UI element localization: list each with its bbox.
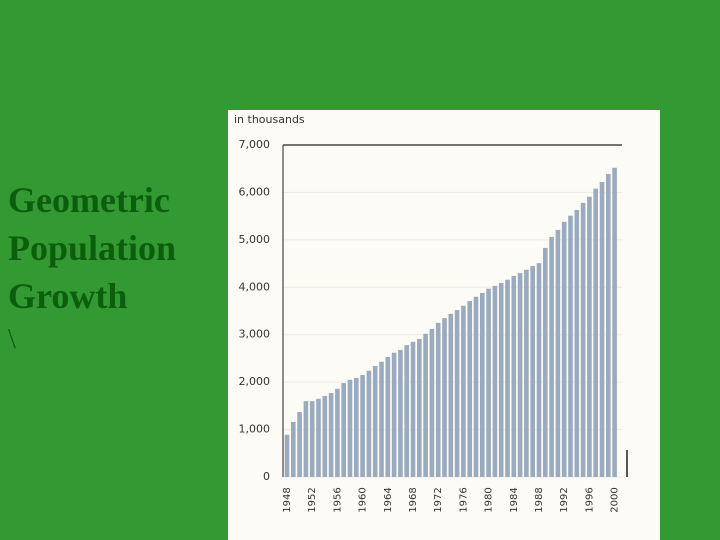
x-tick-label: 1996 [584,487,595,512]
bar [429,329,435,477]
bar [291,421,296,477]
bar [511,275,517,477]
x-tick-label: 1980 [484,487,495,512]
bar [379,361,384,477]
x-tick-label: 1968 [408,487,419,512]
bar [347,379,353,477]
bar [410,341,416,477]
x-tick-label: 1988 [534,487,545,512]
x-tick-label: 1964 [383,487,394,512]
bar [505,279,510,477]
title-line: Growth [8,276,128,316]
x-tick-label: 1984 [509,487,520,512]
bar [297,412,302,477]
y-tick-label: 4,000 [239,280,271,293]
bar [536,263,542,477]
y-tick-label: 1,000 [239,423,271,436]
bar [322,395,328,477]
bar [612,167,617,477]
bar [492,285,498,477]
x-tick-label: 1952 [307,487,318,512]
bar [574,209,580,477]
y-axis-label: in thousands [234,113,305,126]
slide-title: Geometric Population Growth \ [8,176,176,360]
x-tick-label: 1960 [358,487,369,512]
bar [335,388,340,477]
bar [372,366,378,477]
bar [461,305,466,477]
title-line: Geometric [8,180,170,220]
y-tick-label: 2,000 [239,375,271,388]
bar [599,181,605,477]
bar [549,237,554,477]
bar [555,229,561,477]
bar [561,221,567,477]
bar [404,345,409,477]
bar [360,375,365,477]
bar [593,188,598,478]
y-tick-label: 7,000 [239,138,271,151]
bar [524,269,529,477]
bar [391,352,397,477]
bar [417,338,422,477]
bar [442,318,447,477]
title-line: Population [8,228,177,268]
bar [543,247,548,477]
bar [354,377,359,477]
note: \ [8,324,16,355]
bar [423,333,428,477]
x-tick-label: 1948 [282,487,293,512]
bar [303,401,309,477]
x-tick-label: 1972 [433,487,444,512]
bar [517,273,523,477]
y-tick-label: 3,000 [239,328,271,341]
bar [448,313,454,477]
x-tick-label: 1976 [458,487,469,512]
y-tick-label: 5,000 [239,233,271,246]
bar [309,401,315,477]
bar [454,310,460,477]
bar [530,265,535,477]
bar [606,173,611,477]
bar [435,322,441,477]
y-tick-label: 0 [263,470,270,483]
bar [486,288,491,477]
x-tick-label: 1956 [332,487,343,512]
bar [568,215,573,477]
bar [467,301,472,477]
bar [587,196,592,477]
bar [498,283,504,477]
bar [480,292,485,477]
bar [473,296,479,477]
x-tick-label: 1992 [559,487,570,512]
bar [284,434,290,477]
bar [398,349,403,477]
bar [366,370,372,477]
y-tick-label: 6,000 [239,185,271,198]
bar [341,383,346,477]
bar [328,393,334,477]
bar [385,357,391,477]
bar [580,202,586,477]
bar [316,398,321,477]
x-tick-label: 2000 [610,487,621,512]
